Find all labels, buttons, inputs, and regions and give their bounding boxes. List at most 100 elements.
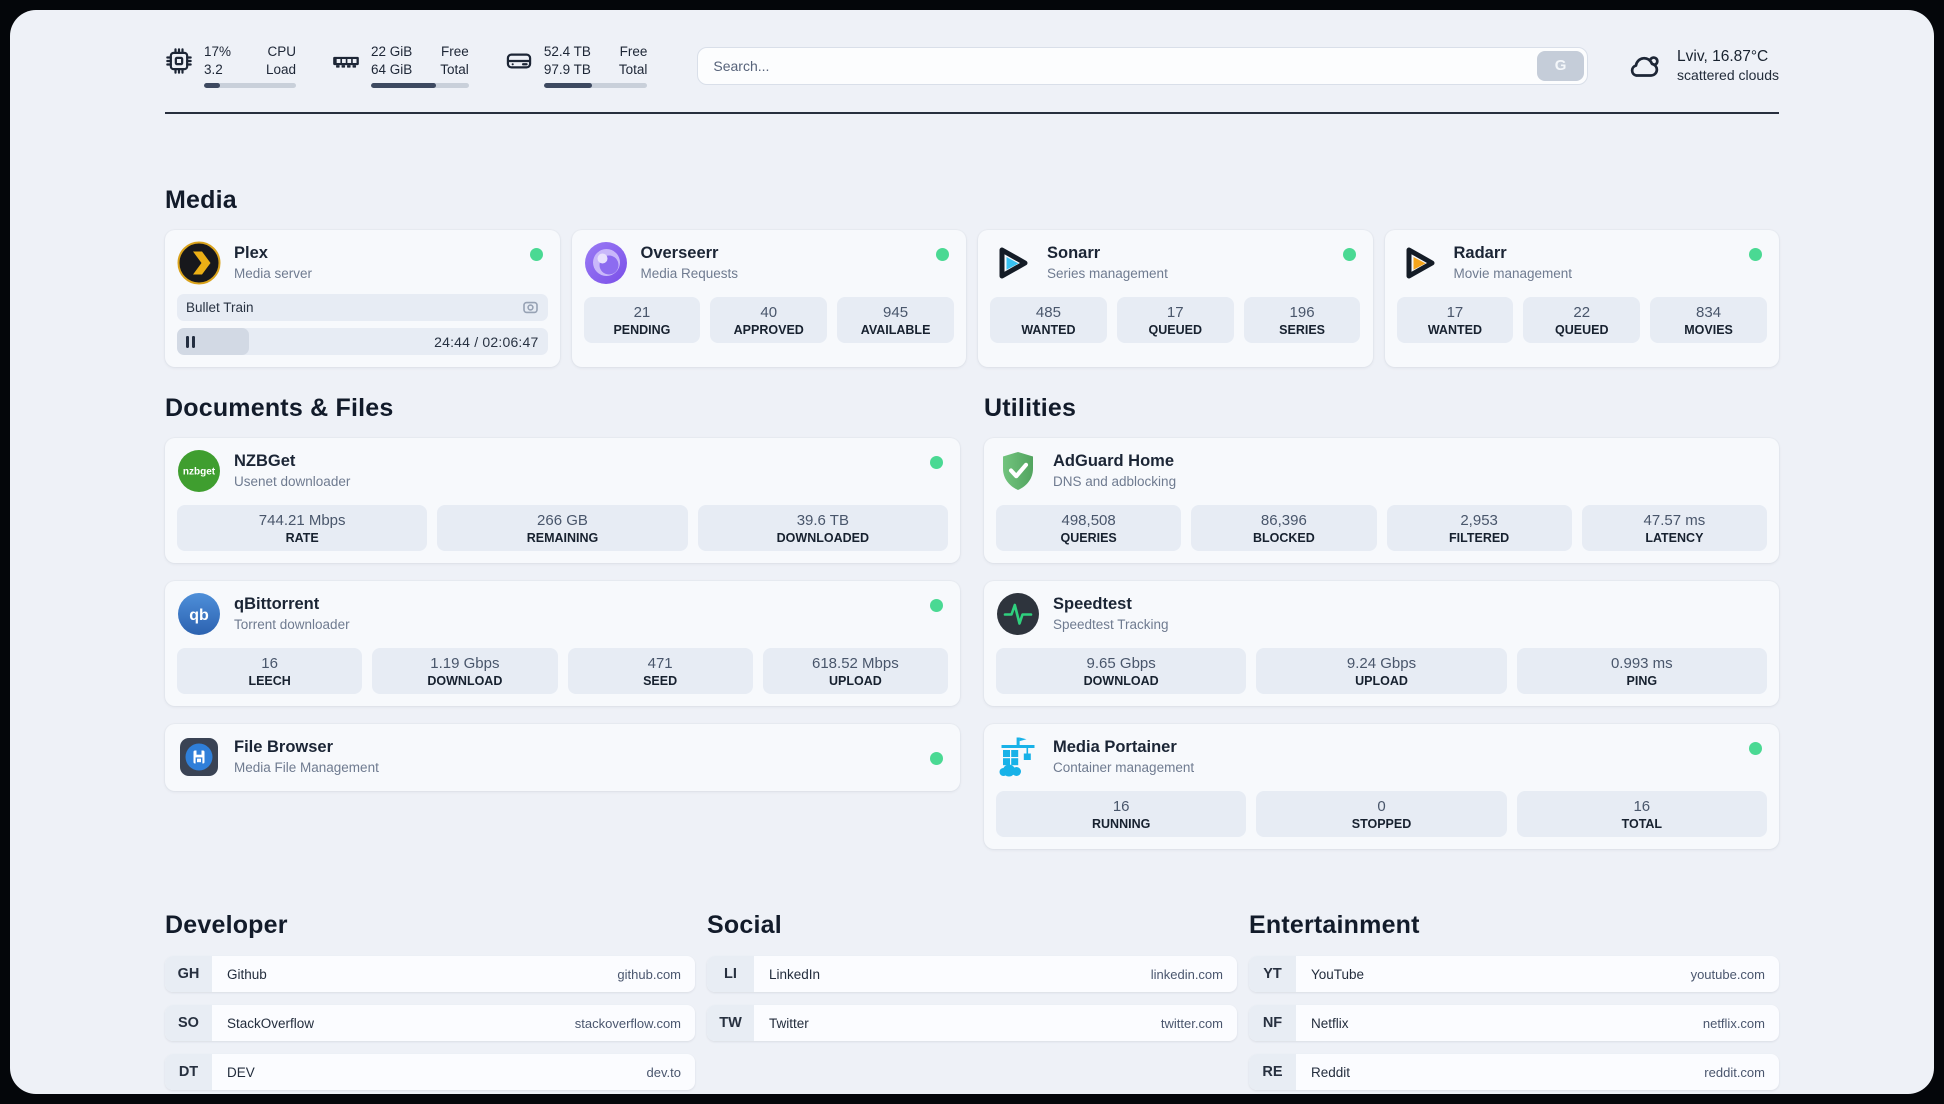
service-name: Speedtest <box>1053 595 1132 614</box>
ram-icon <box>332 47 360 75</box>
memory-free-label: Free <box>441 44 469 59</box>
service-desc: Series management <box>1047 266 1168 282</box>
weather-condition: scattered clouds <box>1677 67 1779 84</box>
stat-latency: 47.57 ms LATENCY <box>1581 505 1767 552</box>
playback-time: 24:44 / 02:06:47 <box>434 333 539 350</box>
service-card-speedtest[interactable]: Speedtest Speedtest Tracking 9.65 Gbps D… <box>984 581 1779 707</box>
memory-total-label: Total <box>440 61 469 77</box>
stat-wanted: 17 WANTED <box>1396 297 1514 344</box>
service-card-adguard[interactable]: AdGuard Home DNS and adblocking 498,508 … <box>984 438 1779 564</box>
bookmark-netflix[interactable]: NF Netflix netflix.com <box>1249 1005 1779 1042</box>
dashboard-panel: 17% 3.2 CPU Load <box>10 10 1934 1094</box>
status-dot <box>1342 248 1356 262</box>
bookmark-abbr: LI <box>707 956 754 993</box>
bookmark-url: stackoverflow.com <box>574 1015 681 1031</box>
service-desc: Speedtest Tracking <box>1053 617 1169 633</box>
bookmark-group-social: Social LI LinkedIn linkedin.com TW Twitt… <box>707 911 1237 1094</box>
bookmark-url: github.com <box>617 966 681 982</box>
bookmark-linkedin[interactable]: LI LinkedIn linkedin.com <box>707 956 1237 993</box>
filebrowser-icon <box>177 735 221 779</box>
cpu-icon <box>165 47 193 75</box>
bookmark-github[interactable]: GH Github github.com <box>165 956 695 993</box>
stat-filtered: 2,953 FILTERED <box>1386 505 1572 552</box>
bookmark-name: Twitter <box>769 1015 809 1031</box>
bookmark-group-entertainment: Entertainment YT YouTube youtube.com NF … <box>1249 911 1779 1094</box>
bookmark-twitter[interactable]: TW Twitter twitter.com <box>707 1005 1237 1042</box>
bookmark-url: reddit.com <box>1704 1064 1765 1080</box>
stat-queued: 22 QUEUED <box>1523 297 1641 344</box>
service-card-radarr[interactable]: Radarr Movie management 17 WANTED 22 QUE… <box>1384 230 1779 368</box>
bookmark-stackoverflow[interactable]: SO StackOverflow stackoverflow.com <box>165 1005 695 1042</box>
bookmark-dev[interactable]: DT DEV dev.to <box>165 1054 695 1091</box>
search-bar: G <box>697 46 1589 85</box>
service-card-overseerr[interactable]: Overseerr Media Requests 21 PENDING 40 A… <box>571 230 966 368</box>
service-card-nzbget[interactable]: nzbget NZBGet Usenet downloader 744.21 M… <box>165 438 960 564</box>
cpu-load-value: 3.2 <box>204 61 223 77</box>
weather-widget: Lviv, 16.87°C scattered clouds <box>1626 47 1779 85</box>
memory-total-value: 64 GiB <box>371 61 413 77</box>
search-provider-button[interactable]: G <box>1537 50 1585 81</box>
bookmark-url: linkedin.com <box>1150 966 1223 982</box>
bookmark-name: DEV <box>227 1064 255 1080</box>
memory-free-value: 22 GiB <box>371 44 413 59</box>
service-name: Overseerr <box>640 244 719 263</box>
search-input[interactable] <box>701 57 1538 74</box>
service-desc: Media Requests <box>640 266 739 282</box>
cpu-label: CPU <box>267 44 296 59</box>
service-card-sonarr[interactable]: Sonarr Series management 485 WANTED 17 Q… <box>978 230 1373 368</box>
bookmark-abbr: NF <box>1249 1005 1296 1042</box>
bookmark-url: netflix.com <box>1702 1015 1765 1031</box>
overseerr-icon <box>584 241 628 285</box>
service-desc: Movie management <box>1453 266 1573 282</box>
stat-rate: 744.21 Mbps RATE <box>177 505 428 552</box>
service-card-plex[interactable]: Plex Media server Bullet Train <box>165 230 560 368</box>
status-dot <box>936 248 949 262</box>
service-card-filebrowser[interactable]: File Browser Media File Management <box>165 724 960 792</box>
disk-total-value: 97.9 TB <box>543 61 591 77</box>
bookmark-group-developer: Developer GH Github github.com SO StackO… <box>165 911 695 1094</box>
bookmark-reddit[interactable]: RE Reddit reddit.com <box>1249 1054 1779 1091</box>
service-card-qbittorrent[interactable]: qb qBittorrent Torrent downloader 16 LEE… <box>165 581 960 707</box>
stat-download: 9.65 Gbps DOWNLOAD <box>996 648 1247 695</box>
service-card-portainer[interactable]: Media Portainer Container management 16 … <box>984 724 1779 850</box>
qbittorrent-icon: qb <box>177 592 221 636</box>
status-dot <box>1749 248 1762 262</box>
section-media: Media Plex Media server <box>165 186 1779 368</box>
bookmark-name: StackOverflow <box>227 1015 315 1031</box>
radarr-icon <box>1397 241 1441 285</box>
load-label: Load <box>265 61 296 77</box>
cpu-progress-bar <box>204 83 296 89</box>
stat-upload: 618.52 Mbps UPLOAD <box>762 648 948 695</box>
now-playing-title: Bullet Train <box>186 300 254 316</box>
section-title-documents: Documents & Files <box>165 394 394 423</box>
nzbget-icon: nzbget <box>177 449 221 493</box>
status-dot <box>529 248 543 262</box>
section-documents: Documents & Files nzbget NZBGet <box>165 394 960 849</box>
status-dot <box>930 599 943 613</box>
stat-queries: 498,508 QUERIES <box>996 505 1182 552</box>
stat-movies: 834 MOVIES <box>1650 297 1767 344</box>
top-bar: 17% 3.2 CPU Load <box>165 43 1779 89</box>
pause-icon[interactable] <box>186 335 199 348</box>
stat-leech: 16 LEECH <box>177 648 363 695</box>
service-name: qBittorrent <box>234 595 320 614</box>
section-title-developer: Developer <box>165 911 288 940</box>
bookmark-youtube[interactable]: YT YouTube youtube.com <box>1249 956 1779 993</box>
stat-wanted: 485 WANTED <box>990 297 1107 344</box>
disk-progress-bar <box>543 83 648 89</box>
bookmark-url: twitter.com <box>1160 1015 1223 1031</box>
playback-progress-bar[interactable]: 24:44 / 02:06:47 <box>177 328 548 356</box>
stat-remaining: 266 GB REMAINING <box>437 505 688 552</box>
stat-stopped: 0 STOPPED <box>1256 791 1507 838</box>
stat-series: 196 SERIES <box>1243 297 1361 344</box>
status-dot <box>1749 742 1762 756</box>
header-divider <box>165 112 1779 115</box>
stat-queued: 17 QUEUED <box>1116 297 1234 344</box>
stat-total: 16 TOTAL <box>1516 791 1767 838</box>
service-name: NZBGet <box>234 452 296 471</box>
service-name: Radarr <box>1453 244 1507 263</box>
portainer-icon <box>996 735 1040 779</box>
section-title-social: Social <box>707 911 782 940</box>
service-desc: DNS and adblocking <box>1053 474 1177 490</box>
stat-downloaded: 39.6 TB DOWNLOADED <box>697 505 948 552</box>
